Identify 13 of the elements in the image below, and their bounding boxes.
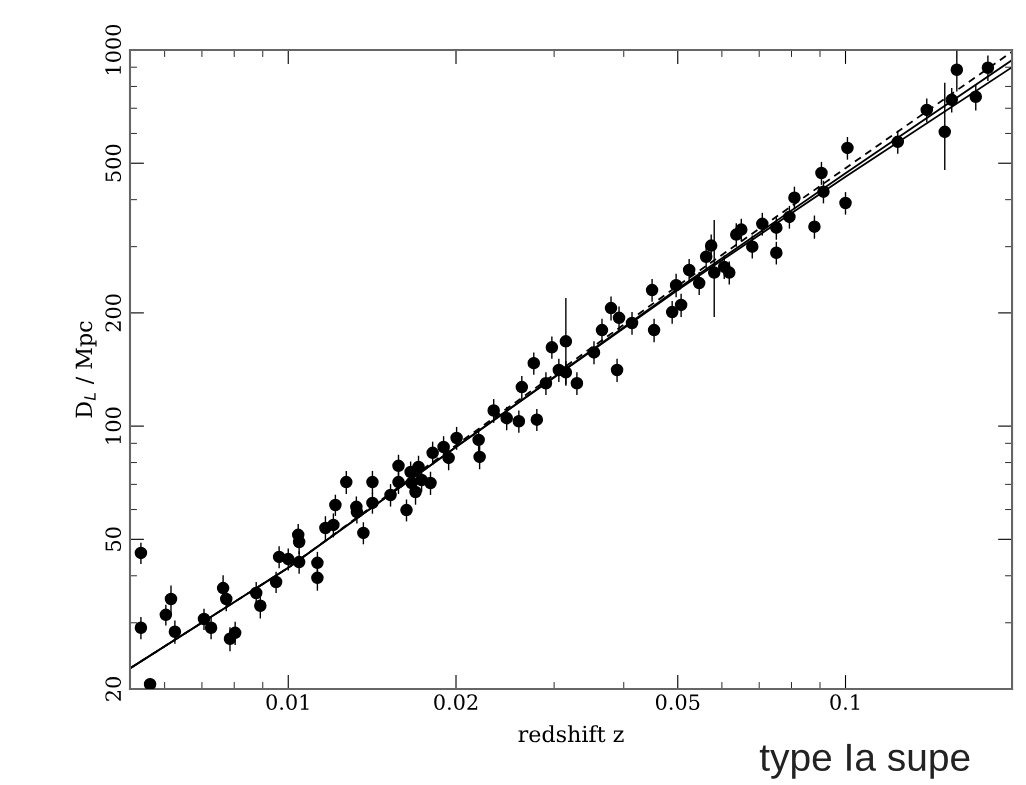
- y-tick-label: 20: [105, 677, 122, 701]
- y-axis-title: D$_{L}$ / Mpc: [75, 321, 97, 418]
- y-tick-label: 50: [105, 527, 122, 551]
- x-tick-label: 0.02: [434, 694, 478, 710]
- x-axis-title: redshift z: [518, 725, 624, 743]
- x-tick-label: 0.05: [655, 694, 700, 710]
- text: type Ia supe: [759, 743, 970, 779]
- y-tick-label: 1000: [105, 24, 122, 74]
- y-tick-label: 200: [105, 294, 122, 332]
- y-tick-label: 500: [105, 144, 122, 182]
- y-tick-label: 100: [105, 407, 122, 444]
- x-tick-label: 0.01: [266, 694, 309, 710]
- x-tick-label: 0.1: [830, 694, 860, 710]
